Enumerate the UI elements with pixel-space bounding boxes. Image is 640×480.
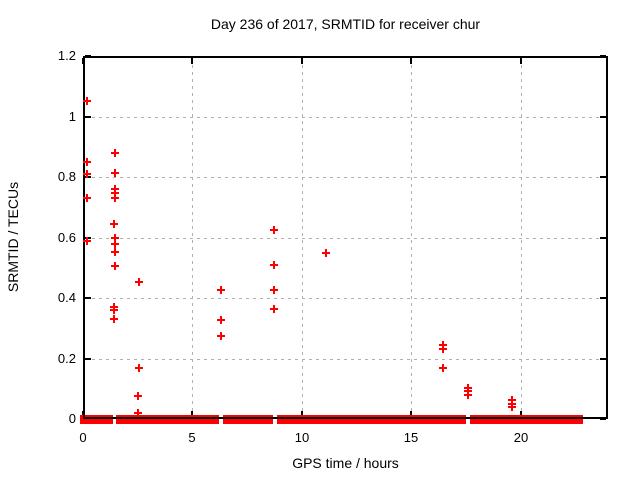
data-point-marker <box>270 225 279 234</box>
data-point-marker <box>134 278 143 287</box>
y-tick-mark-right <box>600 176 606 178</box>
x-tick-label: 20 <box>513 430 529 445</box>
data-point-marker <box>110 234 119 243</box>
x-tick-mark-top <box>410 58 412 64</box>
y-tick-label: 1.2 <box>57 48 76 63</box>
data-point-marker <box>110 240 119 249</box>
x-tick-mark-bottom <box>520 411 522 417</box>
y-tick-mark-right <box>600 116 606 118</box>
x-tick-mark-bottom <box>410 411 412 417</box>
y-tick-mark-left <box>85 297 91 299</box>
data-point-marker <box>83 97 92 106</box>
zero-value-band <box>469 414 584 424</box>
zero-value-band <box>222 414 274 424</box>
data-point-marker <box>134 408 143 417</box>
data-point-marker <box>110 247 119 256</box>
gridline-vertical <box>192 58 193 417</box>
data-point-marker <box>216 315 225 324</box>
gridline-horizontal <box>85 298 606 299</box>
gridline-horizontal <box>85 359 606 360</box>
y-tick-label: 0 <box>68 411 76 426</box>
zero-value-band <box>276 414 467 424</box>
data-point-marker <box>83 170 92 178</box>
data-point-marker <box>216 286 225 295</box>
data-point-marker <box>134 391 143 400</box>
data-point-marker <box>134 363 143 372</box>
gridline-vertical <box>521 58 522 417</box>
y-tick-mark-right <box>600 418 606 420</box>
y-tick-mark-left <box>85 116 91 118</box>
x-axis-label: GPS time / hours <box>292 455 399 471</box>
x-tick-label: 5 <box>188 430 196 445</box>
gridline-horizontal <box>85 238 606 239</box>
data-point-marker <box>270 261 279 270</box>
data-point-marker <box>110 148 119 157</box>
zero-value-band <box>79 414 113 424</box>
data-point-marker <box>110 261 119 270</box>
y-tick-mark-right <box>600 297 606 299</box>
x-tick-mark-bottom <box>301 411 303 417</box>
y-tick-label: 0.8 <box>57 169 76 184</box>
y-tick-label: 0.2 <box>57 351 76 366</box>
y-tick-mark-right <box>600 358 606 360</box>
data-point-marker <box>109 219 118 228</box>
data-point-marker <box>83 236 92 245</box>
data-point-marker <box>83 157 92 166</box>
x-tick-mark-bottom <box>191 411 193 417</box>
x-tick-mark-top <box>191 58 193 64</box>
data-point-marker <box>216 332 225 341</box>
data-point-marker <box>110 193 119 202</box>
x-tick-mark-top <box>301 58 303 64</box>
y-tick-mark-right <box>600 237 606 239</box>
data-point-marker <box>110 315 119 324</box>
y-tick-mark-left <box>85 358 91 360</box>
data-point-marker <box>110 168 119 177</box>
x-tick-mark-top <box>520 58 522 64</box>
x-tick-label: 10 <box>294 430 310 445</box>
data-point-marker <box>438 340 447 349</box>
gridline-horizontal <box>85 117 606 118</box>
gridline-horizontal <box>85 177 606 178</box>
gridline-vertical <box>302 58 303 417</box>
gridline-vertical <box>411 58 412 417</box>
y-tick-label: 0.4 <box>57 290 76 305</box>
data-point-marker <box>110 306 119 315</box>
data-point-marker <box>438 363 447 372</box>
y-tick-label: 1 <box>68 109 76 124</box>
data-point-marker <box>464 390 472 399</box>
data-point-marker <box>438 345 447 354</box>
y-tick-label: 0.6 <box>57 230 76 245</box>
data-point-marker <box>508 402 517 411</box>
chart-title: Day 236 of 2017, SRMTID for receiver chu… <box>210 16 481 32</box>
data-point-marker <box>83 194 92 203</box>
data-point-marker <box>270 285 279 294</box>
data-point-marker <box>321 249 330 258</box>
data-point-marker <box>110 188 119 197</box>
y-axis-label: SRMTID / TECUs <box>5 181 21 293</box>
x-tick-label: 15 <box>403 430 419 445</box>
plot-frame <box>83 56 608 419</box>
x-tick-label: 0 <box>79 430 87 445</box>
zero-value-band <box>116 414 220 424</box>
data-point-marker <box>270 304 279 313</box>
